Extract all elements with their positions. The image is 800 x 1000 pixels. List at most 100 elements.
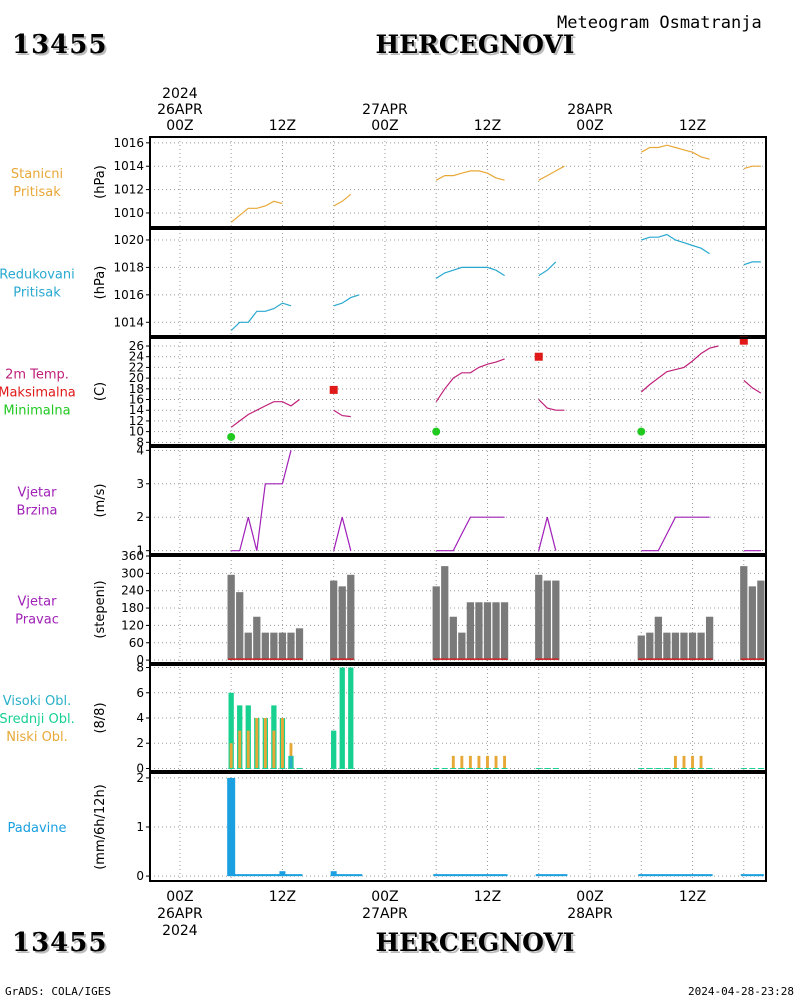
wind-direction-bar: [492, 602, 500, 661]
time-label-top: 27APR: [362, 102, 408, 118]
legend-label: Niski Obl.: [6, 730, 68, 745]
cloud-bar: [503, 755, 507, 769]
y-tick-label: 1012: [113, 183, 144, 197]
wind-direction-bar: [671, 632, 680, 661]
series-line: [333, 517, 352, 551]
y-tick-label: 120: [121, 618, 144, 632]
y-tick-label: 22: [129, 360, 144, 374]
time-label-bottom: 00Z: [576, 889, 603, 905]
y-tick-label: 4: [136, 443, 144, 457]
precip-bar: [330, 871, 337, 877]
panel-wind_speed: 1 2 3 4 (m/s) Vjetar Brzina: [17, 443, 767, 558]
y-tick-label: 18: [129, 382, 144, 396]
wind-direction-bar: [500, 602, 509, 661]
y-tick-label: 16: [129, 393, 144, 407]
cloud-bar: [228, 692, 234, 769]
chart-frame: [149, 136, 767, 882]
cloud-bar: [477, 755, 481, 769]
y-tick-label: 360: [121, 549, 144, 563]
wind-direction-bar: [330, 580, 338, 661]
y-axis-label: (mm/6h/12h): [93, 784, 108, 870]
y-tick-label: 1018: [113, 260, 144, 274]
wind-direction-bar: [483, 602, 492, 661]
wind-direction-bar: [432, 586, 440, 661]
wind-direction-bar: [637, 635, 645, 661]
y-tick-label: 0: [136, 869, 144, 883]
legend-label: Pravac: [15, 613, 59, 628]
series-line: [230, 200, 283, 223]
cloud-bar: [289, 755, 293, 769]
time-label-bottom: 2024: [162, 923, 198, 939]
y-axis-label: (m/s): [93, 484, 108, 518]
cloud-bar: [348, 667, 354, 769]
panel-clouds: 0 2 4 6 8 (8/8) Visoki Obl. Srednji Obl. Niski O…: [0, 661, 767, 775]
min-temp-marker: [637, 427, 646, 436]
y-tick-label: 24: [129, 350, 144, 364]
time-label-top: 00Z: [576, 118, 603, 134]
panel-background: [150, 229, 766, 336]
series-line: [538, 261, 557, 277]
y-tick-label: 14: [129, 403, 144, 417]
max-temp-marker: [739, 336, 748, 345]
time-label-top: 00Z: [371, 118, 398, 134]
time-label-bottom: 27APR: [362, 906, 408, 922]
cloud-bar: [280, 718, 284, 769]
panel-background: [150, 137, 766, 227]
time-label-top: 26APR: [157, 102, 203, 118]
legend-label: Padavine: [8, 821, 67, 836]
time-label-bottom: 26APR: [157, 906, 203, 922]
y-axis-label: (stepeni): [93, 580, 108, 638]
wind-direction-bar: [287, 632, 295, 661]
wind-direction-bar: [458, 632, 466, 661]
y-tick-label: 0: [136, 761, 144, 775]
cloud-bar: [238, 730, 242, 769]
legend-label: Minimalna: [3, 404, 70, 419]
wind-direction-bar: [757, 580, 765, 661]
y-tick-label: 2: [136, 736, 144, 750]
series-line: [538, 165, 565, 181]
series-line: [435, 170, 505, 181]
legend-label: Brzina: [17, 504, 58, 519]
wind-direction-bar: [705, 616, 714, 661]
series-line: [640, 345, 719, 393]
y-axis-label: (hPa): [93, 266, 108, 300]
y-tick-label: 1016: [113, 136, 144, 150]
cloud-bar: [229, 743, 233, 769]
legend-label: Redukovani: [0, 268, 75, 283]
panel-redukovani: 1014 1016 1018 1020 (hPa) Redukovani Pritisak: [0, 228, 767, 337]
time-label-bottom: 00Z: [371, 889, 398, 905]
wind-direction-bar: [295, 628, 304, 661]
y-tick-label: 1: [136, 544, 144, 558]
time-label-top: 12Z: [474, 118, 501, 134]
wind-direction-bar: [278, 632, 287, 661]
cloud-bar: [451, 755, 455, 769]
y-tick-label: 300: [121, 566, 144, 580]
wind-direction-bar: [347, 574, 355, 661]
series-line: [538, 517, 557, 551]
time-label-top: 2024: [162, 86, 198, 102]
y-tick-label: 0: [136, 653, 144, 667]
y-axis-label: (8/8): [93, 702, 108, 733]
wind-direction-bar: [646, 632, 654, 661]
cloud-bar: [691, 755, 694, 769]
y-tick-label: 2: [136, 771, 144, 785]
cloud-bar: [673, 755, 677, 769]
cloud-bar: [494, 755, 498, 769]
legend-label: Pritisak: [13, 185, 61, 200]
cloud-bar: [246, 730, 250, 769]
legend-label: Pritisak: [13, 286, 61, 301]
wind-direction-bar: [475, 602, 483, 661]
y-tick-label: 1014: [113, 159, 144, 173]
legend-label: Vjetar: [18, 595, 58, 610]
min-temp-marker: [432, 427, 441, 436]
panel-wind_direction: 0 60 120 180 240 300 360 (stepeni) Vjetar Pravac: [15, 549, 767, 667]
y-tick-label: 2: [136, 510, 144, 524]
cloud-bar: [486, 755, 489, 769]
time-label-top: 00Z: [166, 118, 193, 134]
legend-label: 2m Temp.: [5, 368, 69, 383]
panel-stanicni: 1010 1012 1014 1016 (hPa) Stanicni Pritisak: [11, 136, 767, 228]
legend-label: Stanicni: [11, 167, 63, 182]
station-id-bottom: 13455: [12, 928, 108, 958]
y-tick-label: 4: [136, 711, 144, 725]
